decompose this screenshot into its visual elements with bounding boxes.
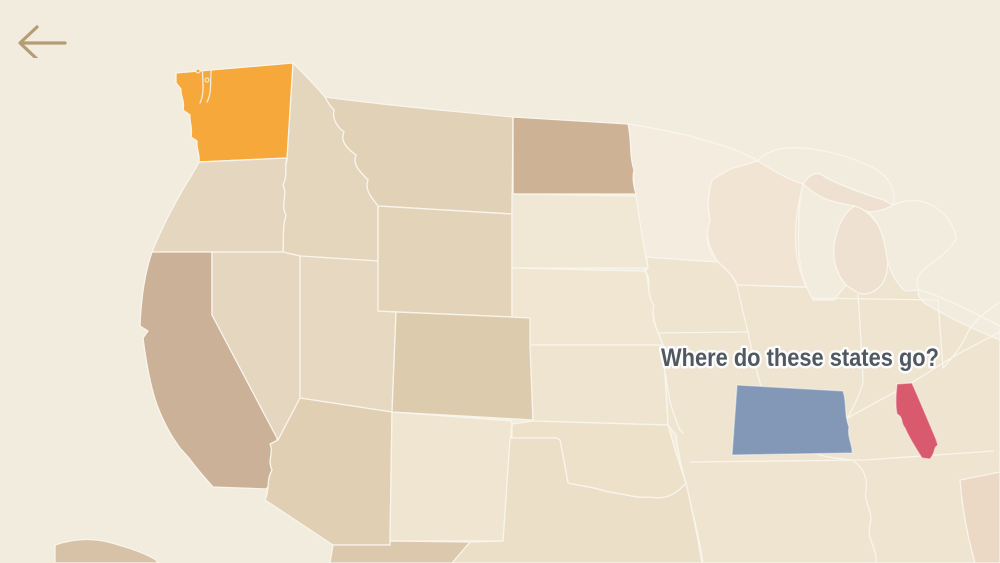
puget-sound-inlet [199,63,204,104]
iowa-missouri-border [644,331,749,334]
indiana-ohio-border [937,299,944,369]
prompt-text: Where do these states go? [661,344,939,372]
lake-huron [867,199,957,292]
back-button[interactable] [6,10,70,61]
state-pieces [731,382,939,460]
california-piece[interactable] [895,382,939,460]
state-colorado [391,311,534,421]
state-kansas [529,344,669,426]
lake-michigan [797,183,856,301]
back-arrow-icon [18,25,67,61]
north-dakota-piece[interactable] [731,384,854,456]
wisconsin-illinois-border [736,284,807,288]
mexico-mainland [329,540,471,563]
michigan-south-border [812,297,939,301]
state-arizona [264,397,393,546]
minnesota-iowa-border [645,256,719,263]
state-nebraska [511,267,664,346]
state-texas [449,437,703,563]
san-juan-island [195,68,201,74]
state-southeast-corner [959,471,1000,563]
state-south-dakota [511,193,649,269]
state-new-mexico [389,411,513,542]
kentucky-tennessee-border [689,450,994,463]
whidbey-island [204,77,210,83]
map-land [54,62,1000,563]
state-wyoming [377,205,513,318]
state-washington [175,62,294,163]
state-oregon [151,157,288,253]
puget-sound-inlet-2 [206,65,213,103]
west-virginia-border [942,301,1000,369]
state-north-dakota [512,116,637,195]
mexico-baja [54,538,159,563]
mississippi-river-lower [851,459,877,563]
illinois-indiana-border [842,294,864,426]
